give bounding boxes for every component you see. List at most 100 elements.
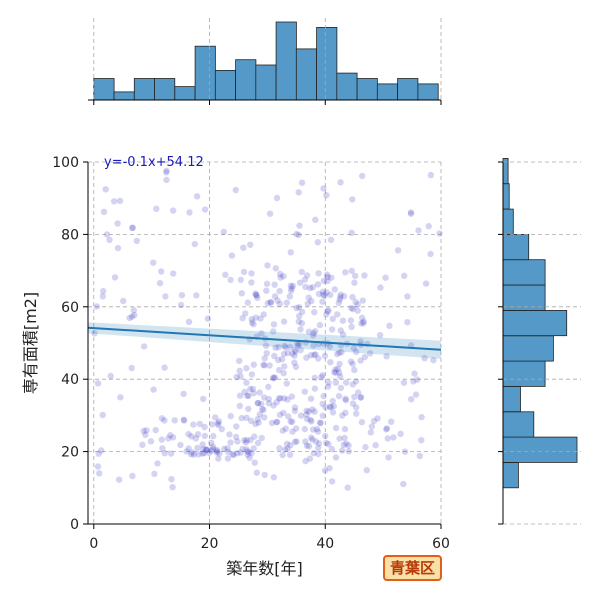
scatter-point [245,392,252,400]
scatter-point [301,425,308,433]
x-hist-bar [295,48,317,101]
scatter-point [281,395,288,402]
scatter-point [323,271,331,278]
scatter-point [367,429,374,436]
x-hist-bar [133,78,156,101]
scatter-point [358,419,366,426]
scatter-point [296,222,303,229]
scatter-point [291,407,299,415]
scatter-point [298,268,305,276]
scatter-point [237,276,244,283]
scatter-point [294,342,302,349]
scatter-point [295,318,302,325]
scatter-point [236,402,243,410]
scatter-point [279,427,286,434]
scatter-point [247,417,255,425]
scatter-point [260,311,267,318]
scatter-point [291,359,298,366]
scatter-point [210,432,217,440]
scatter-point [329,409,337,416]
x-hist-bar [275,21,297,101]
scatter-point [95,450,102,457]
scatter-point [325,379,332,386]
scatter-point [237,449,244,456]
scatter-point [258,434,265,442]
scatter-point [252,420,259,428]
scatter-point [256,411,263,418]
scatter-point [307,416,314,424]
scatter-point [400,480,407,488]
scatter-point [289,428,296,435]
scatter-point [96,470,103,477]
scatter-point [246,454,253,461]
scatter-point [303,442,311,449]
scatter-point [327,403,334,411]
scatter-point [193,292,200,299]
scatter-point [382,274,389,281]
scatter-point [254,294,261,301]
scatter-point [201,449,208,457]
scatter-point [283,380,290,387]
regression-equation: y=-0.1x+54.12 [104,155,204,170]
scatter-point [337,327,344,334]
scatter-point [311,374,318,381]
scatter-point [350,345,357,352]
scatter-point [308,434,315,441]
scatter-point [177,441,184,449]
scatter-point [339,317,347,324]
y-tick-label: 20 [61,445,79,461]
scatter-point [314,239,321,246]
scatter-point [287,343,294,351]
scatter-point [248,270,255,277]
scatter-point [228,252,236,259]
scatter-point [329,397,336,405]
scatter-point [404,319,411,326]
scatter-point [351,366,358,374]
scatter-point [274,297,281,304]
scatter-point [295,231,302,239]
scatter-point [183,448,190,455]
scatter-point [259,406,266,413]
scatter-point [150,259,157,266]
scatter-point [354,307,361,314]
scatter-point [357,338,364,345]
scatter-point [312,351,319,358]
scatter-point [347,358,355,365]
scatter-point [301,276,309,283]
scatter-point [260,406,267,413]
ward-badge: 青葉区 [383,555,443,581]
scatter-point [194,444,201,452]
scatter-point [267,299,274,306]
scatter-point [209,445,217,453]
scatter-point [295,189,302,196]
scatter-point [326,465,333,472]
y-tick-label: 80 [61,227,79,243]
scatter-point [241,388,248,396]
scatter-point [248,371,256,378]
scatter-point [185,445,192,452]
scatter-point [281,342,288,350]
scatter-point [276,411,284,418]
scatter-point [291,438,299,446]
scatter-point [186,209,193,216]
scatter-point [140,343,148,350]
scatter-point [341,434,348,442]
scatter-point [271,281,278,288]
scatter-point [159,445,166,452]
scatter-point [94,380,102,387]
scatter-point [265,395,272,403]
scatter-point [359,297,366,304]
scatter-point [258,330,265,337]
scatter-point [150,386,157,393]
scatter-point [261,394,268,401]
scatter-point [320,185,327,192]
scatter-point [296,340,303,347]
scatter-point [170,270,177,277]
scatter-point [425,223,432,230]
scatter-point [156,280,164,287]
scatter-point [358,320,365,327]
scatter-point [114,244,122,252]
scatter-point [301,388,308,395]
scatter-point [312,438,320,445]
scatter-point [361,353,369,361]
